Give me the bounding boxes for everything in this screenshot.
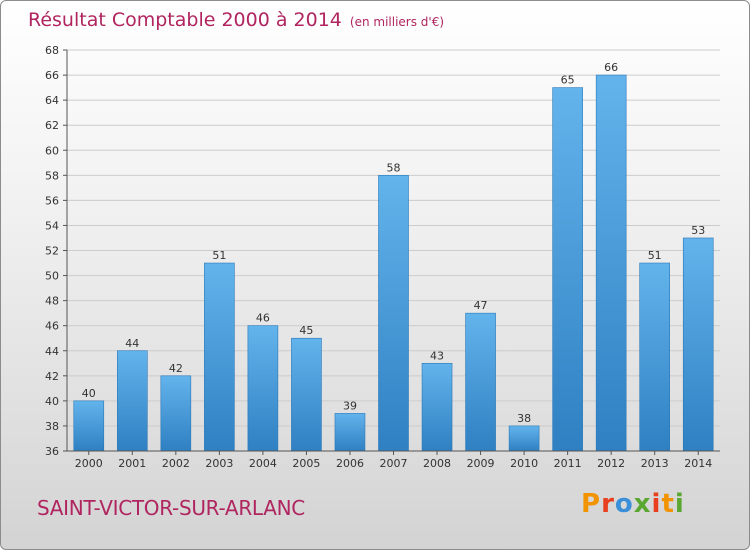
y-tick-label: 52 bbox=[45, 245, 59, 258]
bar-2014 bbox=[682, 237, 714, 452]
logo-letter: P bbox=[581, 489, 602, 519]
data-label-2010: 38 bbox=[517, 412, 531, 425]
x-tick-label: 2000 bbox=[75, 457, 103, 470]
data-label-2006: 39 bbox=[343, 399, 357, 412]
y-tick-label: 58 bbox=[45, 169, 59, 182]
y-tick-label: 38 bbox=[45, 420, 59, 433]
y-axis-ticks: 36 38 40 42 44 46 48 50 52 54 56 58 60 62 64 66 68 bbox=[45, 44, 67, 458]
bar-2013 bbox=[639, 262, 671, 452]
y-tick-label: 60 bbox=[45, 144, 59, 157]
chart-title: Résultat Comptable 2000 à 2014 (en millie… bbox=[28, 9, 444, 31]
x-tick-label: 2012 bbox=[597, 457, 625, 470]
bar-2009 bbox=[465, 312, 496, 452]
data-label-2005: 45 bbox=[299, 324, 313, 337]
commune-name: SAINT-VICTOR-SUR-ARLANC bbox=[37, 496, 305, 520]
x-tick-label: 2003 bbox=[205, 457, 233, 470]
bar-2004 bbox=[247, 325, 279, 452]
chart-title-text: Résultat Comptable 2000 à 2014 bbox=[28, 9, 342, 31]
data-label-2013: 51 bbox=[648, 249, 662, 262]
x-tick-label: 2014 bbox=[684, 457, 712, 470]
bar-2002 bbox=[160, 375, 192, 452]
data-label-2014: 53 bbox=[691, 224, 705, 237]
data-label-2000: 40 bbox=[82, 387, 96, 400]
logo-letter: x bbox=[633, 489, 652, 519]
data-label-2009: 47 bbox=[474, 299, 488, 312]
x-tick-label: 2002 bbox=[162, 457, 190, 470]
logo-letter: i bbox=[674, 489, 685, 519]
x-tick-label: 2005 bbox=[292, 457, 320, 470]
logo-letter: i bbox=[651, 489, 662, 519]
x-tick-label: 2009 bbox=[467, 457, 495, 470]
logo-letter: t bbox=[661, 489, 675, 519]
proxiti-logo: Proxiti bbox=[581, 489, 685, 519]
bar-2003 bbox=[204, 262, 235, 452]
y-tick-label: 64 bbox=[45, 94, 59, 107]
y-tick-label: 44 bbox=[45, 345, 59, 358]
data-label-2004: 46 bbox=[256, 312, 270, 325]
y-tick-label: 56 bbox=[45, 194, 59, 207]
y-tick-label: 40 bbox=[45, 395, 59, 408]
logo-letter: o bbox=[614, 489, 634, 519]
bar-2010 bbox=[508, 425, 540, 452]
bar-2007 bbox=[378, 175, 409, 452]
data-label-2007: 58 bbox=[387, 161, 401, 174]
y-tick-label: 46 bbox=[45, 320, 59, 333]
bar-2006 bbox=[334, 413, 366, 452]
bar-2011 bbox=[552, 87, 583, 452]
y-tick-label: 54 bbox=[45, 219, 59, 232]
data-labels: 40 44 42 51 46 45 39 58 43 47 38 65 66 51 53 bbox=[82, 61, 705, 425]
data-label-2002: 42 bbox=[169, 362, 183, 375]
x-tick-label: 2007 bbox=[380, 457, 408, 470]
data-label-2011: 65 bbox=[561, 74, 575, 87]
y-tick-label: 36 bbox=[45, 445, 59, 458]
y-tick-label: 62 bbox=[45, 119, 59, 132]
bar-2008 bbox=[421, 362, 453, 452]
chart-unit-note: (en milliers d'€) bbox=[349, 15, 445, 29]
bar-2000 bbox=[73, 400, 105, 452]
x-tick-label: 2011 bbox=[554, 457, 582, 470]
y-tick-label: 68 bbox=[45, 44, 59, 57]
data-label-2008: 43 bbox=[430, 349, 444, 362]
x-tick-label: 2013 bbox=[641, 457, 669, 470]
x-tick-label: 2001 bbox=[118, 457, 146, 470]
x-tick-label: 2008 bbox=[423, 457, 451, 470]
bars bbox=[73, 74, 714, 452]
x-tick-label: 2004 bbox=[249, 457, 277, 470]
bar-2005 bbox=[291, 337, 322, 452]
x-tick-label: 2006 bbox=[336, 457, 364, 470]
x-axis-ticks: 2000 2001 2002 2003 2004 2005 2006 2007 2008 2009… bbox=[75, 451, 712, 470]
y-tick-label: 50 bbox=[45, 270, 59, 283]
bar-2001 bbox=[117, 350, 148, 452]
y-tick-label: 42 bbox=[45, 370, 59, 383]
x-tick-label: 2010 bbox=[510, 457, 538, 470]
data-label-2001: 44 bbox=[125, 337, 139, 350]
data-label-2003: 51 bbox=[212, 249, 226, 262]
y-tick-label: 66 bbox=[45, 69, 59, 82]
bar-2012 bbox=[595, 74, 627, 452]
y-tick-label: 48 bbox=[45, 295, 59, 308]
data-label-2012: 66 bbox=[604, 61, 618, 74]
logo-letter: r bbox=[601, 489, 615, 519]
